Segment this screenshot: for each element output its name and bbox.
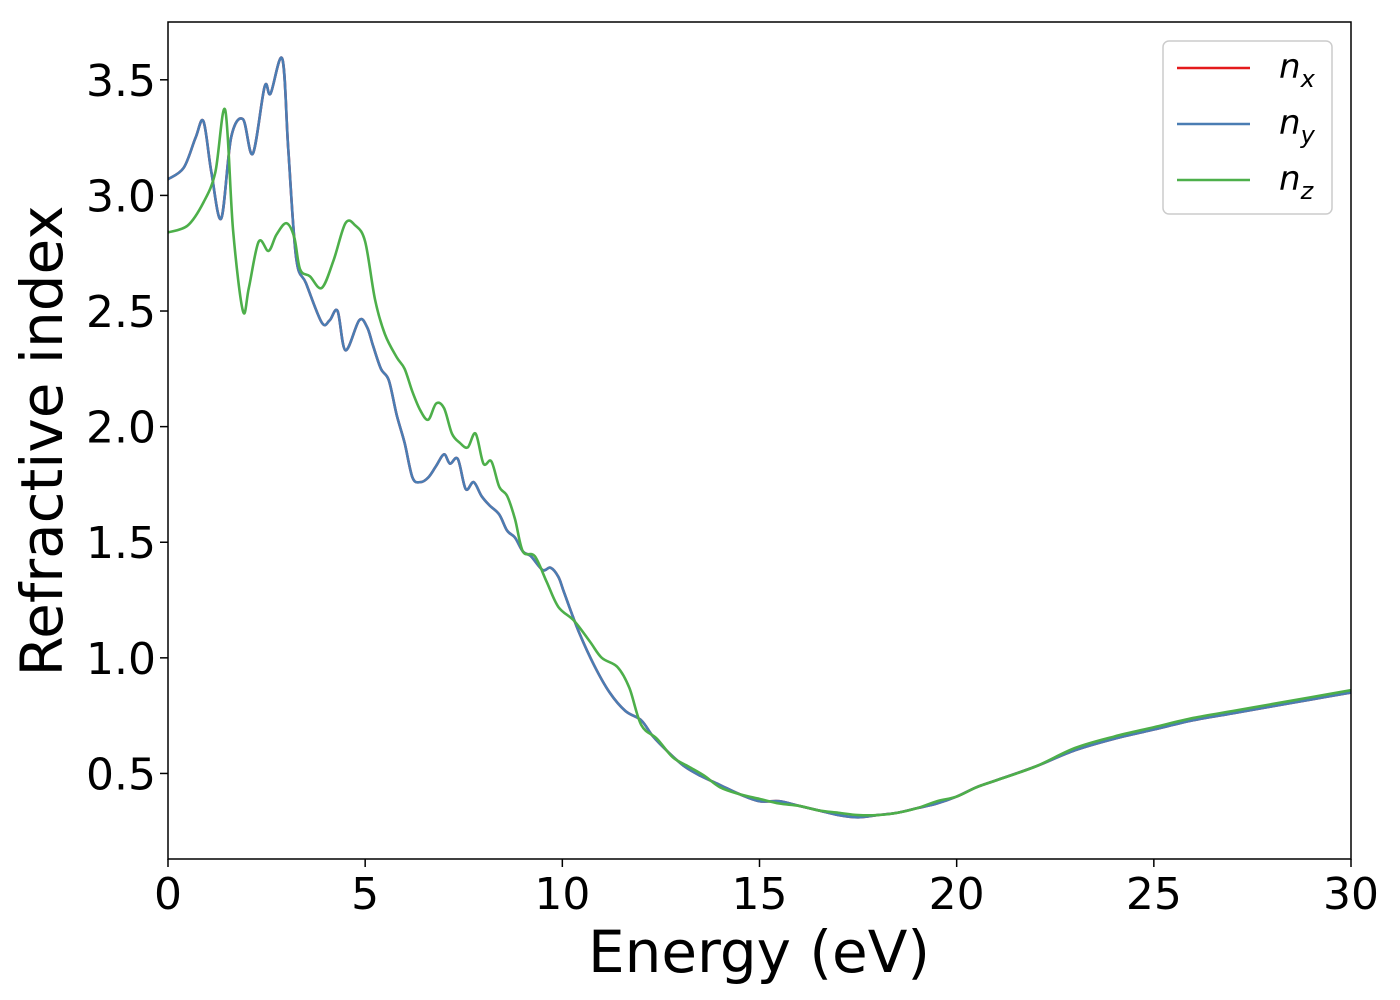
y-axis-ticks: 0.5 1.0 1.5 2.0 2.5 3.0 3.5 xyxy=(86,56,168,800)
y-tick-label: 3.0 xyxy=(86,171,156,222)
x-axis-ticks: 0 5 10 15 20 25 30 xyxy=(154,859,1379,920)
x-axis-title: Energy (eV) xyxy=(588,918,930,986)
legend-box xyxy=(1162,40,1333,215)
x-tick-label: 25 xyxy=(1126,869,1182,920)
legend-label-base: n xyxy=(1279,47,1301,87)
y-tick-label: 3.5 xyxy=(86,56,156,107)
x-tick-label: 15 xyxy=(732,869,788,920)
y-tick-label: 2.5 xyxy=(86,287,156,338)
legend-label-base: n xyxy=(1279,103,1301,143)
y-tick-label: 2.0 xyxy=(86,403,156,454)
legend-label-n-y: ny xyxy=(1279,103,1316,149)
legend-label-n-x: nx xyxy=(1279,47,1316,93)
x-tick-label: 0 xyxy=(154,869,182,920)
series-line-n-z xyxy=(168,107,1351,817)
legend-label-base: n xyxy=(1279,159,1301,199)
y-axis-title: Refractive index xyxy=(8,205,76,676)
legend-label-n-z: nz xyxy=(1279,159,1315,205)
series-layer xyxy=(168,56,1351,819)
legend-label-subscript: y xyxy=(1300,121,1316,149)
y-tick-label: 0.5 xyxy=(86,749,156,800)
y-tick-label: 1.5 xyxy=(86,518,156,569)
x-tick-label: 30 xyxy=(1323,869,1379,920)
x-tick-label: 10 xyxy=(534,869,590,920)
x-tick-label: 20 xyxy=(929,869,985,920)
x-tick-label: 5 xyxy=(351,869,379,920)
legend-label-subscript: z xyxy=(1300,177,1315,205)
legend-label-subscript: x xyxy=(1300,65,1316,93)
y-tick-label: 1.0 xyxy=(86,634,156,685)
